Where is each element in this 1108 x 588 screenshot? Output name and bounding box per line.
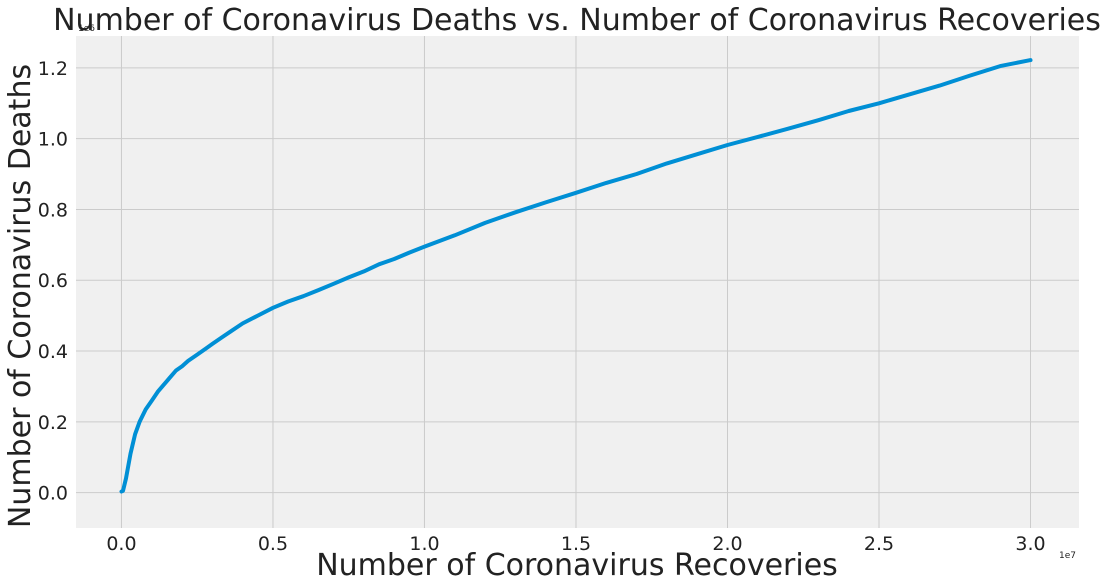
y-offset-label: 1e6 [78, 24, 95, 34]
x-tick-label: 2.0 [712, 533, 742, 555]
y-axis-label: Number of Coronavirus Deaths [3, 64, 38, 528]
x-axis-label: Number of Coronavirus Recoveries [316, 548, 838, 583]
y-tick-label: 0.8 [38, 199, 68, 221]
y-tick-label: 0.2 [38, 412, 68, 434]
plot-area [76, 36, 1079, 528]
chart-title: Number of Coronavirus Deaths vs. Number … [53, 3, 1101, 38]
y-tick-label: 0.6 [38, 270, 68, 292]
series-layer [119, 58, 1033, 494]
tick-labels: 0.0 0.5 1.0 1.5 2.0 2.5 3.0 0.0 0.2 0.4 0.6 0.8 1.0 1… [38, 58, 1046, 555]
series-line [119, 58, 1033, 494]
x-tick-label: 1.0 [409, 533, 439, 555]
x-tick-label: 1.5 [561, 533, 591, 555]
x-tick-label: 0.5 [258, 533, 288, 555]
y-tick-label: 1.0 [38, 129, 68, 151]
x-offset-label: 1e7 [1059, 551, 1076, 561]
x-tick-label: 0.0 [106, 533, 136, 555]
y-tick-label: 0.0 [38, 483, 68, 505]
x-tick-label: 2.5 [864, 533, 894, 555]
x-tick-label: 3.0 [1015, 533, 1045, 555]
y-tick-label: 1.2 [38, 58, 68, 80]
grid [76, 36, 1079, 528]
y-tick-label: 0.4 [38, 341, 68, 363]
